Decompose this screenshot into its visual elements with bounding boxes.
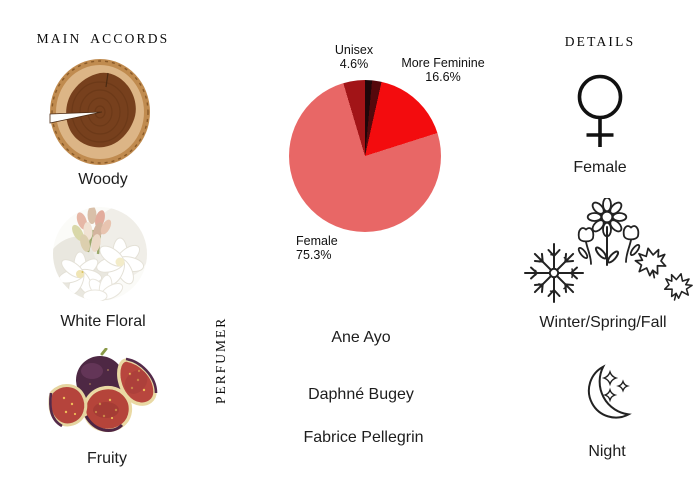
detail-label-seasons: Winter/Spring/Fall <box>539 314 667 331</box>
perfumer-header: PERFUMER <box>213 316 228 404</box>
maple-leaf-icon <box>634 247 667 279</box>
sparkle-icon <box>601 369 630 403</box>
accord-label-white-floral: White Floral <box>60 313 146 330</box>
female-symbol-icon <box>570 72 630 154</box>
pie-label-female: Female 75.3% <box>296 234 338 263</box>
snowflake-icon <box>524 243 584 303</box>
snowflake-flower-maple-icon <box>512 198 698 310</box>
perfumer-name: Fabrice Pellegrin <box>303 429 424 446</box>
spring-flower-icon <box>586 198 628 266</box>
pie-label-more-feminine: More Feminine 16.6% <box>401 56 485 85</box>
main-accords-header: MAIN ACCORDS <box>36 31 170 46</box>
detail-label-gender: Female <box>573 159 627 176</box>
accord-label-woody: Woody <box>78 171 128 188</box>
pie-label-unisex: Unisex 4.6% <box>334 43 374 72</box>
perfumer-name: Ane Ayo <box>331 329 391 346</box>
perfumer-name: Daphné Bugey <box>308 386 414 403</box>
detail-label-time: Night <box>588 443 626 460</box>
tulip-icon <box>577 227 595 265</box>
details-header: DETAILS <box>564 34 636 49</box>
crescent-moon-stars-icon <box>566 362 646 438</box>
accord-label-fruity: Fruity <box>87 450 127 467</box>
tuberose-flowers-image <box>52 202 148 306</box>
wood-slice-image <box>48 57 152 168</box>
pie-chart <box>289 80 441 232</box>
figs-image <box>42 348 164 444</box>
tulip-icon <box>622 225 641 263</box>
maple-leaf-icon <box>663 273 693 301</box>
